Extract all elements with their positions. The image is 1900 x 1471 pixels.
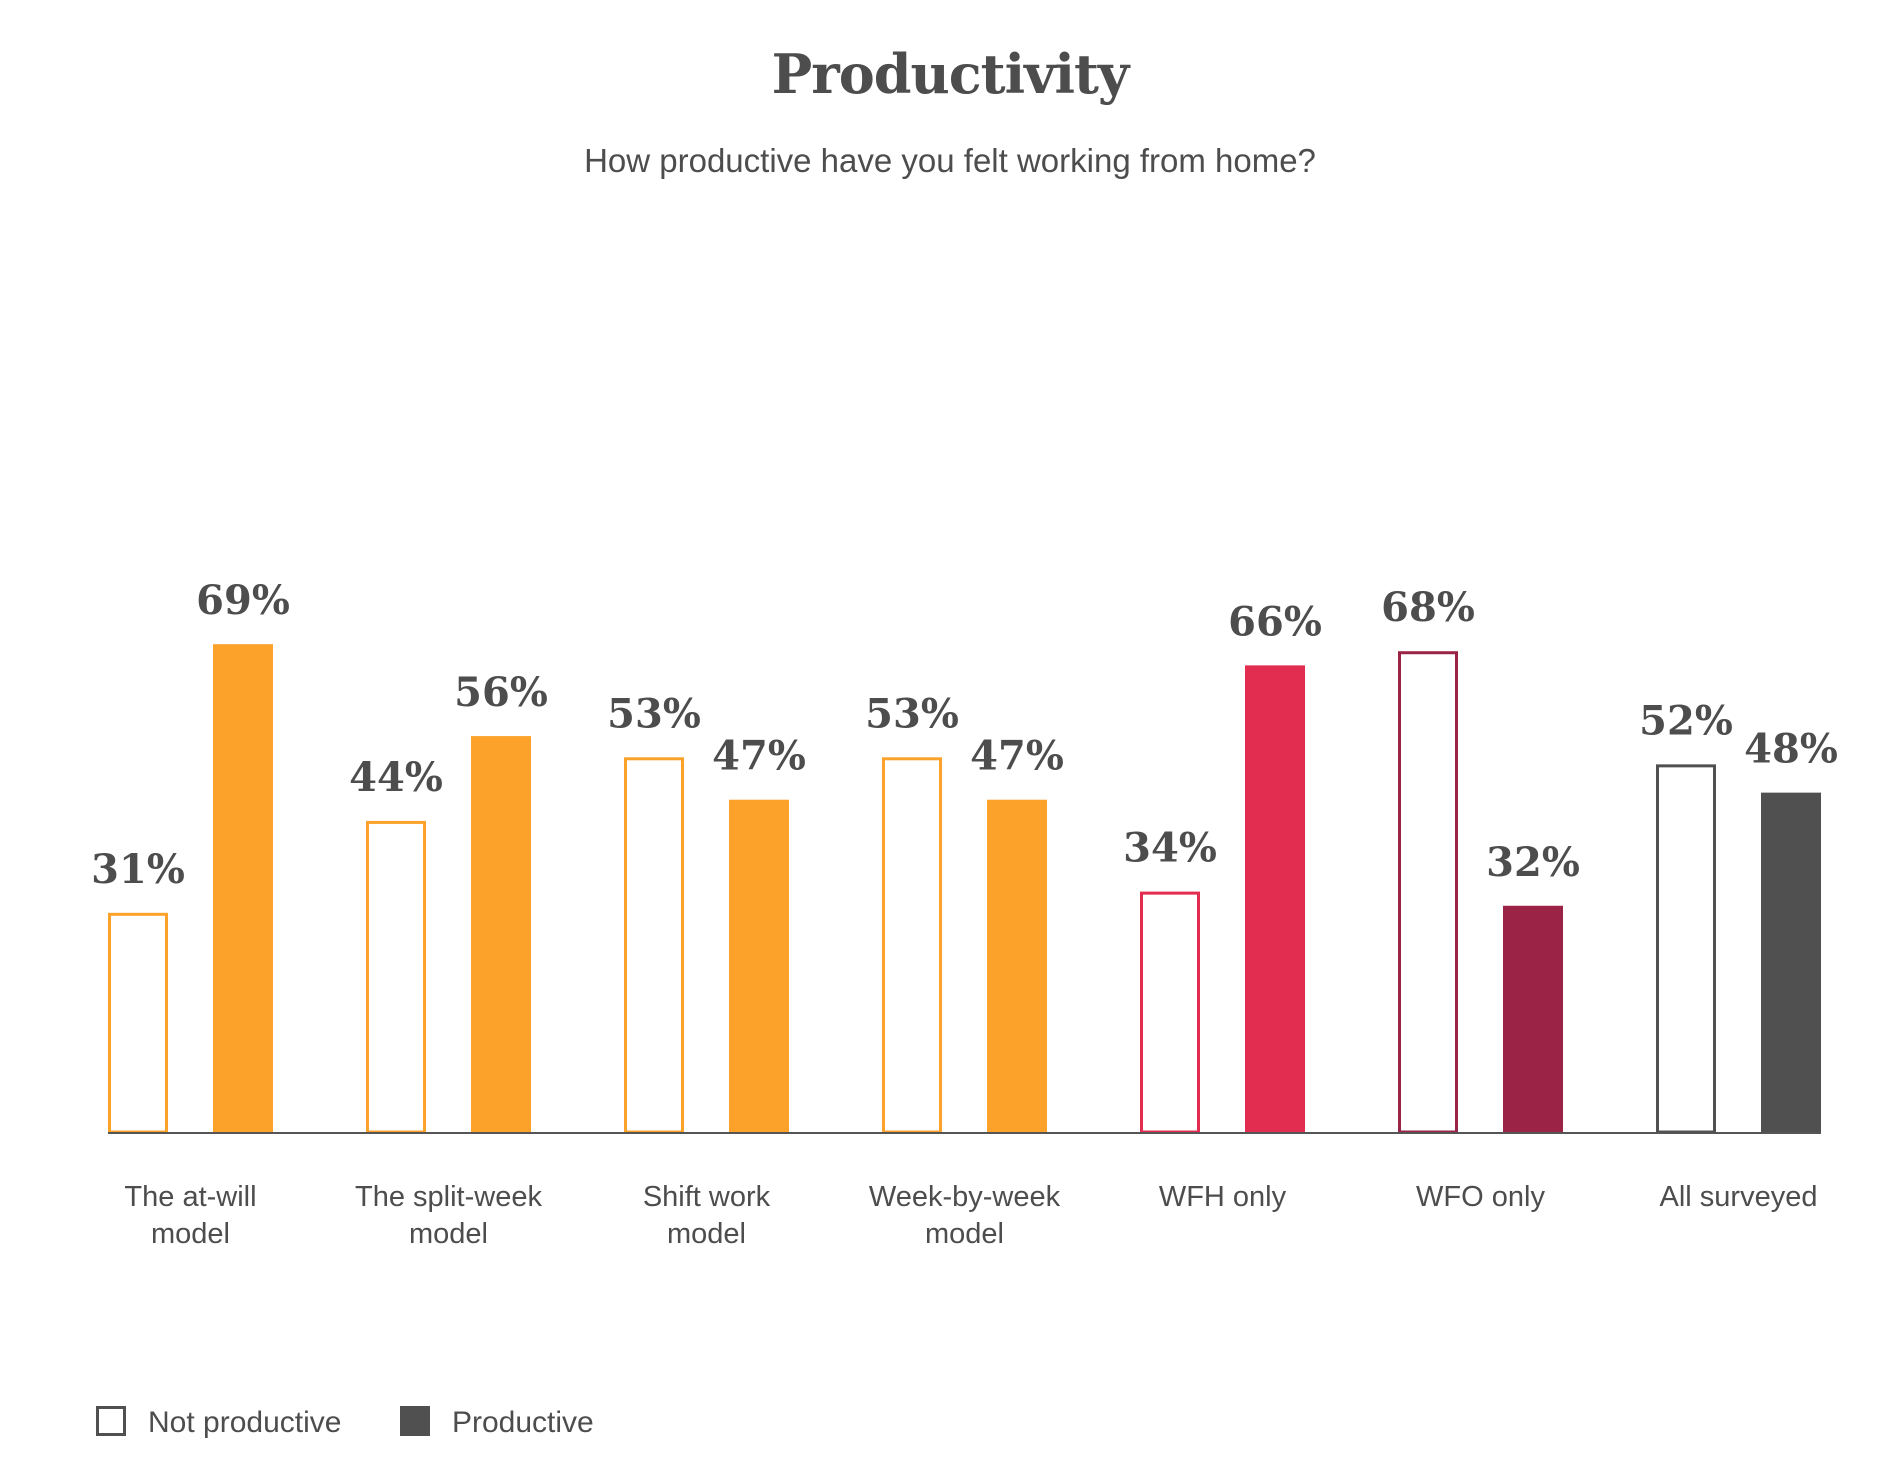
bar-the-at-will-model-not-productive	[108, 912, 168, 1134]
legend-swatch-not-productive	[96, 1406, 126, 1436]
value-label-all-surveyed-not-productive: 52%	[1639, 697, 1733, 744]
bar-shift-work-model-not-productive	[624, 757, 684, 1134]
legend-swatch-productive	[400, 1406, 430, 1436]
value-label-all-surveyed-productive: 48%	[1744, 726, 1838, 773]
value-label-the-split-week-model-productive: 56%	[454, 669, 548, 716]
bar-wfh-only-not-productive	[1140, 891, 1200, 1134]
value-label-week-by-week-model-not-productive: 53%	[865, 690, 959, 737]
category-label-all-surveyed: All surveyed	[1660, 1181, 1818, 1213]
value-labels-layer: 31%69%44%56% 53%47%53%47%34%66% 68%32%52%4…	[91, 577, 1838, 893]
bar-week-by-week-model-productive	[987, 799, 1047, 1132]
value-label-wfo-only-not-productive: 68%	[1381, 584, 1475, 631]
bar-wfo-only-not-productive	[1398, 651, 1458, 1134]
legend-label-not-productive: Not productive	[148, 1406, 341, 1439]
category-label-shift-work-model: Shift work model	[643, 1181, 771, 1250]
bar-week-by-week-model-not-productive	[882, 757, 942, 1134]
value-label-the-split-week-model-not-productive: 44%	[349, 754, 443, 801]
bars-layer	[108, 644, 1821, 1134]
value-label-wfo-only-productive: 32%	[1486, 839, 1580, 886]
bar-the-split-week-model-productive	[471, 736, 531, 1132]
chart-title: Productivity	[771, 42, 1130, 106]
category-label-wfo-only: WFO only	[1416, 1181, 1545, 1213]
bar-shift-work-model-productive	[729, 799, 789, 1132]
category-label-the-split-week-model: The split-week model	[355, 1181, 542, 1250]
category-label-wfh-only: WFH only	[1159, 1181, 1287, 1213]
legend-label-productive: Productive	[452, 1406, 594, 1439]
value-label-shift-work-model-productive: 47%	[712, 733, 806, 780]
bar-the-at-will-model-productive	[213, 644, 273, 1132]
legend: Not productive Productive	[96, 1406, 594, 1439]
category-labels-layer: The at-will model The split-week model Shift…	[124, 1181, 1817, 1250]
category-label-the-at-will-model: The at-will model	[124, 1181, 256, 1250]
value-label-wfh-only-productive: 66%	[1228, 598, 1322, 645]
bar-wfh-only-productive	[1245, 665, 1305, 1132]
chart-subtitle: How productive have you felt working fro…	[584, 142, 1316, 179]
value-label-the-at-will-model-productive: 69%	[196, 577, 290, 624]
value-label-shift-work-model-not-productive: 53%	[607, 690, 701, 737]
bar-all-surveyed-not-productive	[1656, 764, 1716, 1134]
bar-wfo-only-productive	[1503, 905, 1563, 1132]
bar-all-surveyed-productive	[1761, 792, 1821, 1132]
value-label-week-by-week-model-productive: 47%	[970, 733, 1064, 780]
value-label-wfh-only-not-productive: 34%	[1123, 825, 1217, 872]
category-label-week-by-week-model: Week-by-week model	[869, 1181, 1061, 1250]
value-label-the-at-will-model-not-productive: 31%	[91, 846, 185, 893]
bar-the-split-week-model-not-productive	[366, 820, 426, 1134]
